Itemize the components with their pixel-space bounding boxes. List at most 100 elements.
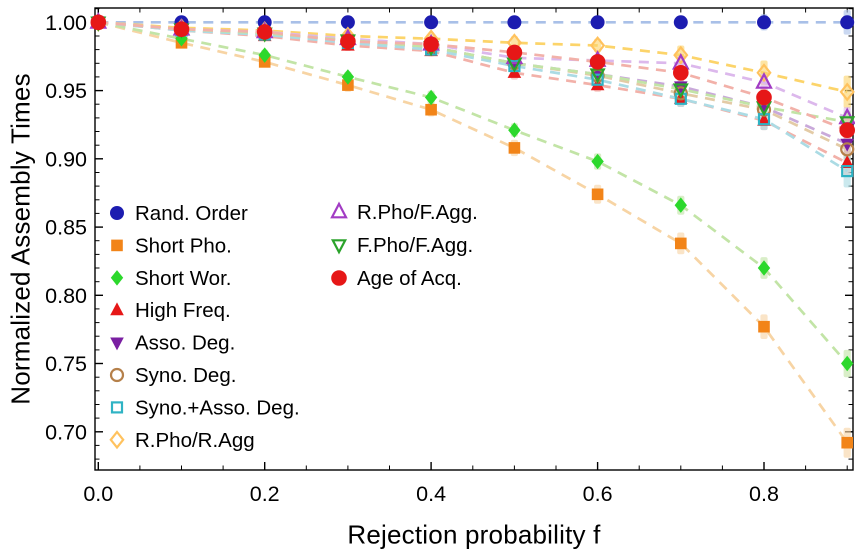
marker-r-pho-r-agg (673, 45, 689, 65)
x-tick-label: 0.2 (250, 482, 280, 506)
marker-syno-asso-deg (841, 165, 854, 178)
marker-rand-order (110, 206, 124, 220)
marker-high-freq (840, 155, 854, 168)
legend-item-syno-asso-deg: Syno.+Asso. Deg. (110, 396, 300, 419)
legend-item-short-pho: Short Pho. (111, 234, 232, 257)
marker-short-pho (425, 103, 437, 116)
marker-asso-deg (840, 138, 854, 152)
marker-short-wor (110, 270, 124, 286)
marker-r-pho-r-agg (109, 430, 125, 450)
marker-r-pho-f-agg (330, 201, 348, 219)
legend-item-r-pho-f-agg: R.Pho/F.Agg. (330, 201, 478, 224)
series-line-r-pho-f-agg (98, 20, 848, 120)
y-tick-label: 1.00 (45, 11, 87, 35)
marker-age-of-acq (90, 14, 107, 31)
marker-short-wor (424, 89, 438, 106)
y-tick-label: 0.85 (45, 216, 87, 240)
legend-item-syno-deg: Syno. Deg. (109, 364, 236, 387)
legend-label-rand-order: Rand. Order (135, 202, 248, 225)
legend-item-rand-order: Rand. Order (110, 202, 248, 225)
marker-f-pho-f-agg (672, 83, 689, 99)
marker-age-of-acq (340, 33, 356, 50)
marker-r-pho-r-agg (839, 82, 855, 102)
x-tick-label: 0.8 (749, 482, 779, 506)
marker-rand-order (424, 15, 439, 30)
marker-asso-deg (110, 337, 124, 351)
marker-age-of-acq (256, 24, 273, 40)
series-line-f-pho-f-agg (98, 20, 848, 124)
series-line-short-pho (97, 20, 849, 444)
x-tick-label: 0.6 (583, 482, 613, 506)
legend-label-r-pho-f-agg: R.Pho/F.Agg. (357, 201, 478, 224)
legend-label-short-wor: Short Wor. (135, 267, 231, 290)
legend-label-f-pho-f-agg: F.Pho/F.Agg. (357, 234, 473, 257)
y-tick-label: 0.75 (45, 352, 87, 376)
marker-age-of-acq (839, 122, 855, 138)
marker-age-of-acq (673, 65, 689, 81)
marker-short-wor (591, 153, 604, 170)
marker-rand-order (590, 15, 605, 30)
marker-age-of-acq (506, 44, 523, 61)
marker-f-pho-f-agg (330, 239, 348, 255)
legend-label-syno-asso-deg: Syno.+Asso. Deg. (135, 396, 300, 419)
legend-label-high-freq: High Freq. (135, 299, 231, 322)
marker-short-wor (258, 47, 271, 63)
marker-short-wor (341, 69, 355, 85)
marker-short-wor (508, 122, 521, 138)
marker-syno-deg (840, 142, 855, 157)
marker-age-of-acq (589, 54, 606, 70)
marker-rand-order (340, 15, 355, 30)
marker-age-of-acq (331, 270, 347, 286)
legend-label-short-pho: Short Pho. (135, 234, 232, 257)
marker-rand-order (507, 15, 522, 30)
x-tick-label: 0.0 (83, 482, 113, 506)
marker-short-pho (508, 142, 521, 154)
marker-syno-asso-deg (674, 92, 687, 105)
marker-age-of-acq (173, 21, 190, 37)
plot-frame (94, 7, 854, 471)
marker-short-wor (674, 197, 687, 213)
marker-rand-order (673, 15, 688, 30)
marker-short-pho (758, 320, 770, 333)
marker-high-freq (110, 302, 124, 316)
y-tick-label: 0.70 (45, 420, 87, 444)
marker-short-pho (111, 239, 123, 252)
marker-r-pho-r-agg (756, 63, 772, 83)
legend-label-r-pho-r-agg: R.Pho/R.Agg (135, 429, 255, 452)
legend-item-high-freq: High Freq. (110, 299, 231, 322)
legend-label-syno-deg: Syno. Deg. (135, 364, 236, 387)
marker-syno-deg (109, 367, 125, 383)
legend-item-age-of-acq: Age of Acq. (331, 267, 462, 290)
y-axis-title: Normalized Assembly Times (5, 73, 36, 405)
legend-item-short-wor: Short Wor. (110, 267, 231, 290)
marker-age-of-acq (423, 36, 439, 52)
marker-high-freq (757, 112, 771, 126)
x-tick-label: 0.4 (416, 482, 446, 506)
y-tick-label: 0.95 (45, 79, 87, 103)
legend-item-asso-deg: Asso. Deg. (110, 332, 235, 355)
series-line-age-of-acq (98, 20, 848, 132)
series-line-r-pho-r-agg (98, 20, 848, 94)
marker-short-wor (841, 355, 854, 372)
marker-r-pho-f-agg (755, 72, 773, 89)
x-axis-title: Rejection probability f (347, 519, 601, 550)
legend-label-asso-deg: Asso. Deg. (135, 332, 235, 355)
marker-syno-asso-deg (591, 73, 604, 86)
y-tick-label: 0.80 (45, 284, 87, 308)
error-bar-r-pho-r-agg (843, 75, 851, 109)
marker-short-pho (591, 188, 604, 201)
marker-short-pho (675, 237, 687, 250)
series-line-short-wor (98, 20, 849, 365)
marker-rand-order (757, 15, 771, 30)
marker-age-of-acq (756, 89, 772, 106)
y-tick-label: 0.90 (45, 147, 87, 171)
marker-short-wor (757, 260, 771, 276)
legend-label-age-of-acq: Age of Acq. (357, 267, 462, 290)
marker-short-pho (841, 436, 853, 449)
marker-syno-asso-deg (110, 401, 124, 414)
legend-item-f-pho-f-agg: F.Pho/F.Agg. (330, 234, 473, 257)
legend-item-r-pho-r-agg: R.Pho/R.Agg (109, 429, 255, 452)
marker-rand-order (840, 15, 855, 30)
